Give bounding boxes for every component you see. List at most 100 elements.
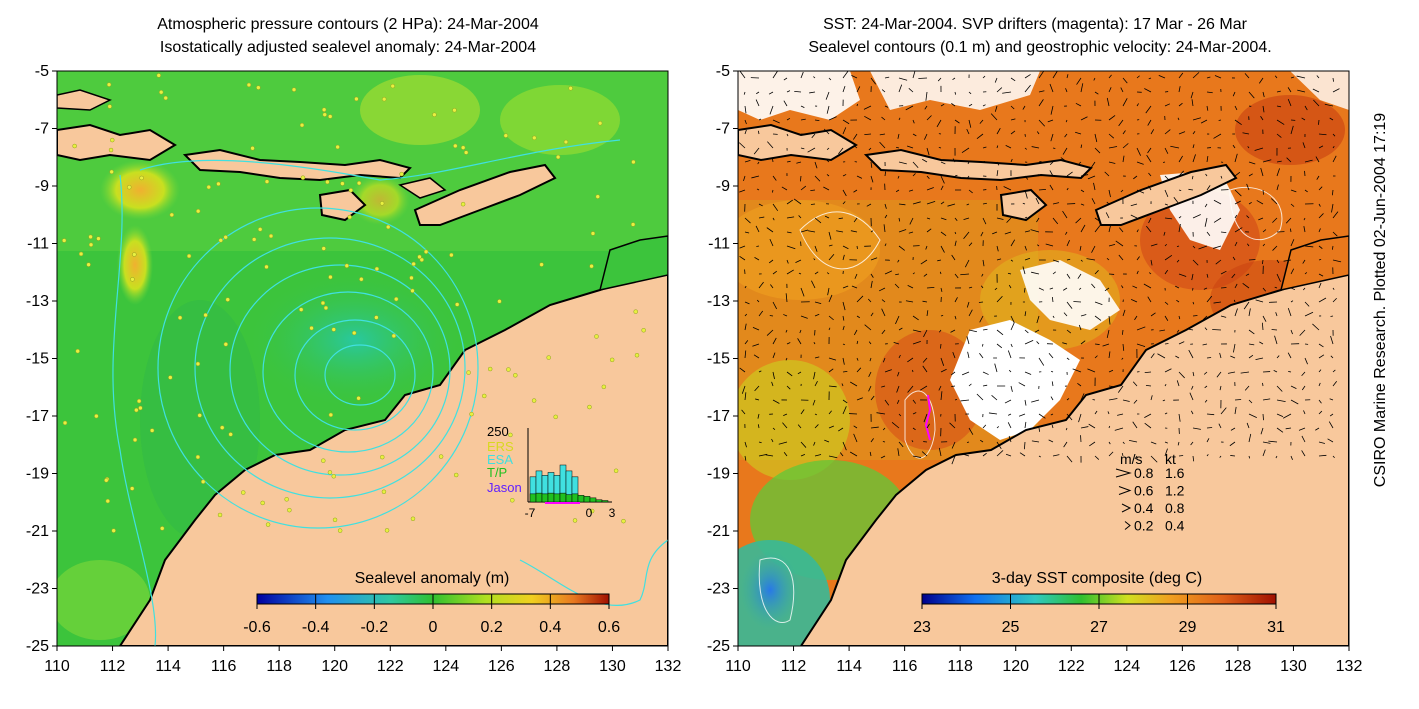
hist-bar-lower: [589, 497, 597, 503]
left-lon-tick-label: 120: [321, 658, 348, 675]
velocity-legend-arrow: [1118, 486, 1132, 495]
left-lon-tick-label: 130: [599, 658, 626, 675]
left-lat-tick-label: -13: [26, 293, 49, 310]
left-lon-tick-label: 116: [211, 658, 237, 675]
right-lat-tick-label: -9: [716, 178, 730, 195]
right-title-line1: SST: 24-Mar-2004. SVP drifters (magenta)…: [823, 16, 1247, 33]
left-map: [57, 71, 668, 646]
hist-bar-lower: [535, 492, 543, 503]
right-lon-tick-label: 116: [892, 658, 918, 675]
hist-legend-esa: ESA: [487, 452, 513, 467]
right-lat-tick-label: -25: [707, 638, 730, 655]
velocity-legend-arrow: [1124, 521, 1131, 530]
sst-colorbar: 3-day SST composite (deg C) 23 25 27 29 31: [913, 570, 1285, 636]
velocity-legend-ms: 0.8: [1134, 465, 1154, 481]
right-lat-tick-label: -13: [707, 293, 730, 310]
right-lon-tick-label: 112: [781, 658, 807, 675]
right-lon-tick-label: 130: [1280, 658, 1307, 675]
velocity-legend-kt: 1.6: [1165, 465, 1185, 481]
left-lon-tick-label: 124: [432, 658, 459, 675]
sealevel-colorbar-tick-label: -0.6: [243, 619, 271, 636]
left-lon-tick-label: 114: [155, 658, 181, 675]
left-lat-tick-label: -11: [27, 236, 49, 253]
observation-markers: [61, 73, 646, 533]
right-lon-tick-label: 126: [1169, 658, 1196, 675]
sealevel-colorbar-tick-label: 0.6: [598, 619, 620, 636]
velocity-legend-kt: 0.8: [1165, 500, 1185, 516]
sealevel-colorbar-tick-label: 0.2: [481, 619, 503, 636]
velocity-legend-arrow: [1121, 503, 1132, 513]
left-lat-tick-label: -25: [26, 638, 49, 655]
left-lat-tick-label: -5: [35, 63, 49, 80]
right-title-line2: Sealevel contours (0.1 m) and geostrophi…: [808, 39, 1272, 56]
right-lon-tick-label: 110: [725, 658, 751, 675]
right-lat-tick-label: -15: [707, 351, 730, 368]
right-lat-tick-label: -21: [707, 523, 730, 540]
left-lon-tick-label: 118: [266, 658, 292, 675]
left-lat-tick-label: -15: [26, 351, 49, 368]
velocity-legend-kt: 0.4: [1165, 518, 1185, 534]
velocity-legend-arrow: [1115, 468, 1132, 478]
sst-colorbar-label: 3-day SST composite (deg C): [992, 570, 1202, 587]
left-lon-tick-label: 132: [655, 658, 682, 675]
right-lat-tick-label: -17: [707, 408, 730, 425]
sealevel-colorbar-label: Sealevel anomaly (m): [355, 570, 510, 587]
velocity-legend-kt-header: kt: [1165, 451, 1176, 467]
right-lon-tick-label: 118: [947, 658, 973, 675]
hist-bar-lower: [559, 492, 567, 503]
left-lon-tick-label: 126: [488, 658, 515, 675]
hist-bar-lower: [529, 493, 537, 503]
sealevel-colorbar-tick-label: 0: [429, 619, 438, 636]
right-map: [738, 71, 1349, 646]
left-lat-tick-label: -23: [26, 581, 49, 598]
left-title-line1: Atmospheric pressure contours (2 HPa): 2…: [157, 16, 539, 33]
left-lon-tick-label: 128: [544, 658, 571, 675]
sst-colorbar-tick-label: 27: [1090, 619, 1108, 636]
velocity-legend-ms-header: m/s: [1120, 451, 1143, 467]
histogram-inset: 250 ERS ESA T/P Jason -7 0 3: [487, 424, 616, 520]
sealevel-colorbar-tick-label: -0.2: [361, 619, 389, 636]
hist-xtick-right: 3: [609, 506, 616, 520]
hist-bar-lower: [577, 495, 585, 503]
left-lat-tick-label: -7: [35, 121, 49, 138]
hist-bar-lower: [595, 499, 603, 503]
svp-drifter-track: [924, 394, 932, 441]
left-lon-tick-label: 110: [44, 658, 70, 675]
right-lat-tick-label: -11: [708, 236, 730, 253]
hist-legend-jason: Jason: [487, 480, 522, 495]
velocity-legend: m/s kt 0.8 1.6 0.6 1.2 0.4 0.8 0.2 0.4: [1115, 451, 1185, 534]
left-title-line2: Isostatically adjusted sealevel anomaly:…: [159, 39, 537, 56]
sst-colorbar-tick-label: 25: [1002, 619, 1020, 636]
right-lon-tick-label: 132: [1336, 658, 1363, 675]
left-lon-tick-label: 122: [377, 658, 404, 675]
velocity-legend-ms: 0.4: [1134, 500, 1154, 516]
right-lat-tick-label: -23: [707, 581, 730, 598]
right-lon-tick-label: 120: [1002, 658, 1029, 675]
left-lat-tick-label: -21: [26, 523, 49, 540]
geostrophic-velocity-arrows: [738, 71, 1342, 465]
velocity-legend-kt: 1.2: [1165, 483, 1185, 499]
hist-xtick-left: -7: [525, 506, 536, 520]
velocity-legend-ms: 0.6: [1134, 483, 1154, 499]
sealevel-colorbar: Sealevel anomaly (m) -0.6 -0.4 -0.2 0 0.2 0.4…: [243, 570, 620, 636]
hist-bar-lower: [553, 493, 561, 503]
hist-bar-lower: [541, 493, 549, 503]
hist-bar-lower: [565, 494, 573, 503]
velocity-legend-ms: 0.2: [1134, 518, 1154, 534]
pressure-contours: [112, 139, 668, 646]
right-lon-tick-label: 114: [836, 658, 862, 675]
right-lon-tick-label: 122: [1058, 658, 1085, 675]
hist-bar-lower: [547, 492, 555, 503]
hist-bar-lower: [571, 493, 579, 503]
sst-colorbar-tick-label: 31: [1267, 619, 1285, 636]
left-lat-tick-label: -19: [26, 466, 49, 483]
hist-legend-tp: T/P: [487, 465, 507, 480]
right-lon-tick-label: 124: [1113, 658, 1140, 675]
sealevel-contours: [758, 186, 1283, 623]
right-lat-tick-label: -19: [707, 466, 730, 483]
sealevel-colorbar-tick-label: -0.4: [302, 619, 330, 636]
axis-ticks: -5 -7 -9 -11 -13 -15 -17 -19 -21 -23 -25 110 112 114 1…: [26, 63, 1363, 675]
left-lat-tick-label: -17: [26, 408, 49, 425]
right-lat-tick-label: -7: [716, 121, 730, 138]
